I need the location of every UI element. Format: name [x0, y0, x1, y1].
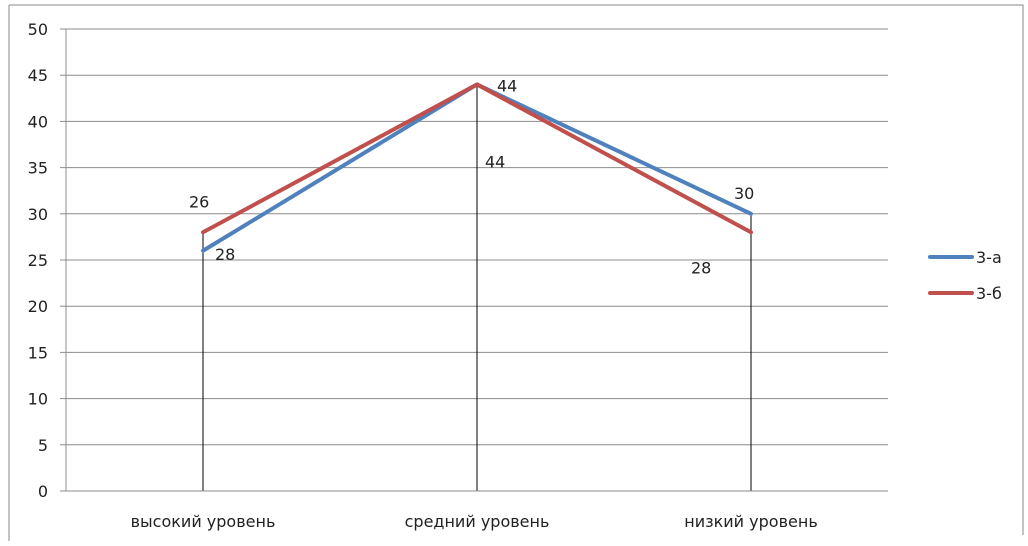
- y-tick-label: 45: [28, 66, 48, 85]
- y-tick-label: 25: [28, 251, 48, 270]
- data-label: 44: [497, 76, 517, 95]
- y-axis-tick-labels: 0 5 10 15 20 25 30 35 40 45 50: [28, 20, 48, 501]
- y-tick-label: 30: [28, 205, 48, 224]
- x-tick-label: высокий уровень: [131, 512, 276, 531]
- x-tick-label: средний уровень: [405, 512, 550, 531]
- y-tick-label: 35: [28, 159, 48, 178]
- x-tick-label: низкий уровень: [684, 512, 818, 531]
- data-label: 26: [189, 192, 209, 211]
- data-label: 28: [215, 245, 235, 264]
- legend: 3-а 3-б: [928, 248, 1002, 303]
- y-tick-label: 5: [38, 436, 48, 455]
- data-label: 44: [485, 152, 505, 171]
- y-tick-label: 15: [28, 343, 48, 362]
- data-label: 28: [691, 258, 711, 277]
- series-lines: [201, 82, 753, 253]
- chart-border-top-right: [9, 4, 1024, 535]
- legend-label: 3-а: [976, 248, 1002, 267]
- y-tick-label: 20: [28, 297, 48, 316]
- drop-lines: [202, 84, 752, 491]
- legend-label: 3-б: [976, 284, 1002, 303]
- y-tick-label: 50: [28, 20, 48, 39]
- data-label: 30: [734, 184, 754, 203]
- series-line-1: [201, 82, 753, 235]
- gridlines: [60, 28, 888, 492]
- y-tick-label: 40: [28, 112, 48, 131]
- y-tick-label: 0: [38, 482, 48, 501]
- axes: [8, 4, 1024, 541]
- x-axis-tick-labels: высокий уровень средний уровень низкий уро…: [131, 512, 818, 531]
- y-tick-label: 10: [28, 390, 48, 409]
- data-labels: 28 44 30 26 44 28: [189, 76, 754, 277]
